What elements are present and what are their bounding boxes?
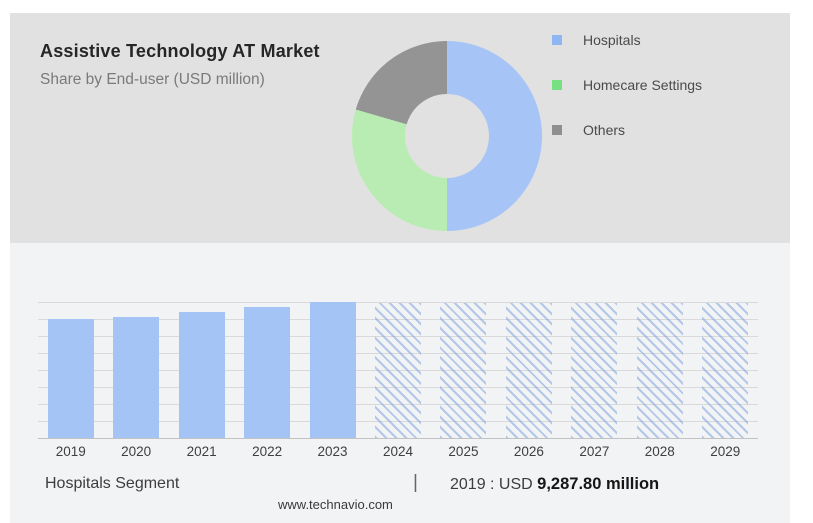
x-tick-2027: 2027 [579, 444, 610, 459]
bar-column-2026 [496, 302, 561, 438]
x-tick-2025: 2025 [448, 444, 479, 459]
legend-item-others: Others [552, 122, 702, 138]
value-prefix: 2019 : USD [450, 476, 538, 493]
bar-column-2029 [693, 302, 758, 438]
legend-item-hospitals: Hospitals [552, 32, 702, 48]
website-label: www.technavio.com [278, 497, 393, 512]
chart-subtitle: Share by End-user (USD million) [40, 71, 265, 88]
x-tick-2022: 2022 [252, 444, 283, 459]
summary-panel: Assistive Technology AT Market Share by … [10, 13, 790, 243]
bar-2026 [505, 303, 552, 438]
x-tick-2026: 2026 [513, 444, 544, 459]
bar-column-2023 [300, 302, 365, 438]
segment-label: Hospitals Segment [45, 475, 180, 492]
bar-2027 [571, 303, 618, 438]
x-tick-2024: 2024 [382, 444, 414, 459]
legend-label: Homecare Settings [583, 77, 703, 93]
legend-swatch [552, 125, 562, 135]
bar-column-2020 [103, 302, 168, 438]
bar-series [38, 302, 758, 438]
donut-chart [352, 41, 542, 231]
legend-item-homecare-settings: Homecare Settings [552, 77, 703, 93]
x-tick-2029: 2029 [710, 444, 741, 459]
bar-column-2027 [562, 302, 627, 438]
x-tick-2020: 2020 [121, 444, 152, 459]
donut-hole [405, 94, 489, 178]
legend-label: Others [583, 122, 626, 138]
bar-column-2022 [234, 302, 299, 438]
bar-2029 [702, 303, 749, 438]
x-tick-2019: 2019 [55, 444, 86, 459]
value-amount: 9,287.80 million [537, 475, 660, 493]
legend-swatch [552, 80, 562, 90]
bar-column-2025 [431, 302, 496, 438]
bar-chart-panel: 2019 2020 2021 2022 2023 2024 2025 2026 2027 2028… [10, 243, 790, 523]
footer-separator: | [413, 472, 418, 493]
bar-column-2021 [169, 302, 234, 438]
bar-2023 [309, 302, 356, 438]
bar-2025 [440, 303, 487, 438]
x-tick-2023: 2023 [317, 444, 348, 459]
x-tick-2028: 2028 [644, 444, 675, 459]
x-tick-2021: 2021 [186, 444, 217, 459]
bar-2021 [178, 312, 225, 438]
bar-2020 [113, 317, 160, 438]
legend-swatch [552, 35, 562, 45]
bar-chart-plot [38, 302, 758, 439]
bar-column-2028 [627, 302, 692, 438]
chart-title: Assistive Technology AT Market [40, 41, 320, 61]
bar-2024 [374, 303, 421, 438]
bar-column-2024 [365, 302, 430, 438]
value-callout: 2019 : USD 9,287.80 million [450, 475, 659, 494]
legend-label: Hospitals [583, 32, 641, 48]
bar-column-2019 [38, 302, 103, 438]
donut-legend: Hospitals Homecare Settings Others [552, 32, 703, 168]
gridline [38, 302, 758, 303]
bar-2022 [244, 307, 291, 438]
x-axis-labels: 2019 2020 2021 2022 2023 2024 2025 2026 2027 2028… [38, 444, 758, 459]
bar-2028 [636, 303, 683, 438]
bar-2019 [47, 319, 94, 438]
